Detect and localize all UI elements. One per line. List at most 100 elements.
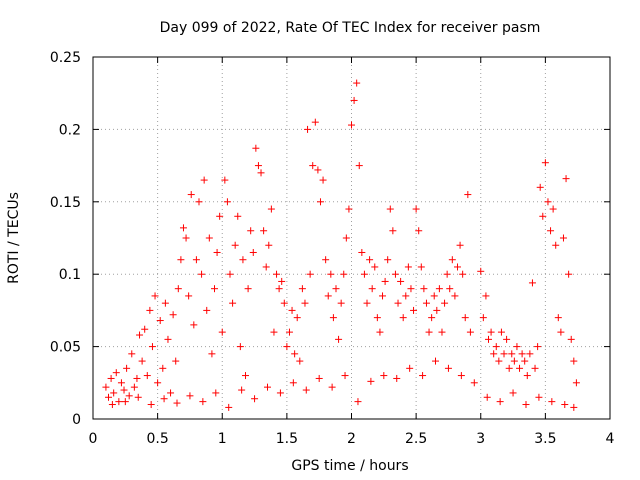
data-point <box>500 350 508 358</box>
data-point <box>497 328 505 336</box>
data-point <box>496 398 504 406</box>
data-point <box>270 328 278 336</box>
data-point <box>105 393 113 401</box>
x-tick-label: 4 <box>606 431 615 447</box>
data-point <box>544 198 552 206</box>
data-point <box>223 198 231 206</box>
data-point <box>464 191 472 199</box>
data-point <box>169 311 177 319</box>
data-point <box>531 364 539 372</box>
data-point <box>368 285 376 293</box>
data-point <box>487 328 495 336</box>
data-point <box>407 285 415 293</box>
data-point <box>182 234 190 242</box>
data-point <box>456 241 464 249</box>
data-point <box>309 162 317 170</box>
data-point <box>337 299 345 307</box>
data-point <box>443 270 451 278</box>
data-point <box>417 263 425 271</box>
data-point <box>252 144 260 152</box>
data-point <box>102 383 110 391</box>
data-point <box>522 401 530 409</box>
data-point <box>425 328 433 336</box>
data-point <box>376 328 384 336</box>
data-point <box>229 299 237 307</box>
data-point <box>535 393 543 401</box>
data-point <box>179 224 187 232</box>
data-point <box>185 292 193 300</box>
x-tick-label: 2.5 <box>405 431 427 447</box>
data-point <box>322 256 330 264</box>
data-point <box>200 176 208 184</box>
data-point <box>354 398 362 406</box>
data-point <box>495 357 503 365</box>
data-point <box>341 372 349 380</box>
data-point <box>380 372 388 380</box>
data-point <box>448 256 456 264</box>
data-point <box>526 350 534 358</box>
data-point <box>482 292 490 300</box>
data-point <box>210 285 218 293</box>
data-point <box>212 389 220 397</box>
data-point <box>373 314 381 322</box>
data-point <box>412 205 420 213</box>
data-point <box>301 299 309 307</box>
data-point <box>151 292 159 300</box>
data-point <box>254 162 262 170</box>
y-tick-label: 0.1 <box>59 267 81 283</box>
data-point <box>133 374 141 382</box>
data-point <box>172 357 180 365</box>
x-tick-label: 1.5 <box>276 431 298 447</box>
data-point <box>557 328 565 336</box>
data-point <box>466 328 474 336</box>
data-point <box>125 392 133 400</box>
data-point <box>518 350 526 358</box>
data-point <box>404 263 412 271</box>
x-tick-label: 0 <box>89 431 98 447</box>
data-point <box>353 79 361 87</box>
data-point <box>523 372 531 380</box>
data-point <box>238 386 246 394</box>
data-point <box>451 292 459 300</box>
x-axis-ticks: 0 0.5 1 1.5 2 2.5 3 3.5 4 <box>89 57 615 447</box>
data-point <box>435 285 443 293</box>
data-point <box>490 350 498 358</box>
data-point <box>509 389 517 397</box>
data-point <box>174 285 182 293</box>
data-point <box>112 369 120 377</box>
data-point <box>393 374 401 382</box>
data-point <box>345 205 353 213</box>
data-point <box>548 398 556 406</box>
y-tick-label: 0.25 <box>50 50 81 66</box>
data-point <box>161 299 169 307</box>
data-point <box>554 314 562 322</box>
data-point <box>192 256 200 264</box>
data-point <box>249 248 257 256</box>
data-point <box>329 314 337 322</box>
data-point <box>263 383 271 391</box>
data-point <box>120 386 128 394</box>
data-point <box>342 234 350 242</box>
data-point <box>461 314 469 322</box>
data-point <box>199 398 207 406</box>
data-point <box>406 364 414 372</box>
data-point <box>552 241 560 249</box>
data-point <box>433 306 441 314</box>
data-point <box>483 393 491 401</box>
data-point <box>216 212 224 220</box>
data-point <box>260 227 268 235</box>
data-point <box>159 364 167 372</box>
data-point <box>239 256 247 264</box>
data-point <box>367 377 375 385</box>
chart-title: Day 099 of 2022, Rate Of TEC Index for r… <box>160 20 541 36</box>
data-point <box>549 205 557 213</box>
y-tick-label: 0.2 <box>59 122 81 138</box>
data-point <box>492 343 500 351</box>
data-point <box>420 285 428 293</box>
data-point <box>570 403 578 411</box>
data-point <box>379 292 387 300</box>
data-point <box>410 306 418 314</box>
data-point <box>470 379 478 387</box>
data-point <box>394 299 402 307</box>
